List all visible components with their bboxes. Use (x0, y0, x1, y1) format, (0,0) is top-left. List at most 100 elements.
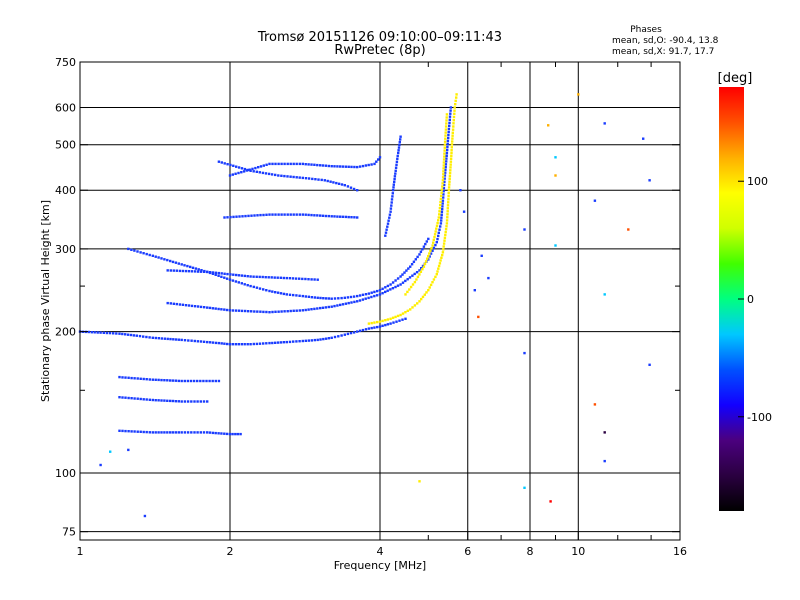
data-point (443, 174, 447, 177)
data-point (178, 269, 182, 273)
data-point (373, 162, 376, 166)
data-point (217, 379, 221, 383)
data-point (453, 112, 456, 115)
data-point (220, 272, 223, 275)
data-point (133, 397, 136, 400)
data-point (264, 276, 267, 279)
data-point (255, 286, 259, 289)
data-point (226, 272, 229, 276)
data-point (445, 160, 448, 163)
data-point (394, 172, 397, 175)
data-point (310, 296, 313, 299)
data-point (288, 340, 292, 344)
data-point (440, 188, 444, 191)
data-point (411, 283, 415, 286)
data-point (171, 399, 175, 403)
data-points (78, 93, 651, 518)
data-point (450, 143, 454, 146)
data-point (108, 331, 112, 335)
data-point (428, 252, 431, 255)
data-point (442, 245, 445, 248)
data-point (237, 309, 241, 312)
data-point (439, 225, 442, 228)
data-point (154, 399, 157, 402)
data-point (393, 175, 397, 178)
data-point (648, 363, 651, 366)
data-point (292, 175, 295, 179)
data-point (453, 106, 456, 109)
data-point (419, 270, 423, 273)
data-point (427, 289, 430, 292)
data-point (356, 216, 359, 219)
data-point (438, 210, 441, 213)
data-point (447, 201, 450, 204)
data-point (442, 193, 445, 196)
data-point (169, 431, 172, 434)
data-point (206, 340, 209, 344)
data-point (361, 164, 365, 168)
data-point (277, 213, 280, 216)
x-tick-label: 8 (527, 545, 534, 558)
data-point (190, 304, 194, 308)
data-point (432, 246, 436, 250)
data-point (423, 293, 426, 296)
data-point (295, 294, 298, 297)
data-point (256, 214, 259, 217)
data-point (295, 213, 298, 216)
data-point (313, 163, 316, 166)
data-point (310, 163, 313, 166)
data-point (341, 165, 345, 168)
data-point (99, 331, 102, 334)
data-point (160, 399, 163, 402)
data-point (387, 219, 390, 222)
data-point (419, 250, 423, 253)
data-point (190, 339, 193, 342)
data-point (223, 308, 226, 311)
data-point (418, 480, 421, 483)
data-point (193, 339, 196, 343)
data-point (473, 289, 476, 292)
data-point (401, 281, 405, 284)
y-tick-label: 300 (55, 243, 76, 256)
data-point (186, 400, 190, 403)
data-point (253, 214, 256, 217)
data-point (437, 216, 440, 219)
data-point (242, 170, 246, 173)
data-point (307, 163, 310, 166)
data-point (376, 289, 379, 293)
data-point (180, 338, 183, 342)
data-point (178, 303, 182, 306)
data-point (130, 430, 133, 433)
data-point (446, 148, 449, 152)
data-point (136, 250, 139, 253)
data-point (192, 379, 196, 383)
data-point (452, 115, 456, 119)
data-point (295, 340, 298, 343)
data-point (445, 116, 448, 119)
data-point (231, 279, 235, 282)
data-point (352, 187, 356, 191)
data-point (421, 295, 425, 299)
data-point (145, 378, 148, 381)
data-point (177, 379, 180, 383)
data-point (386, 225, 389, 228)
data-point (442, 164, 445, 167)
data-point (154, 378, 157, 381)
data-point (390, 201, 393, 204)
data-point (291, 277, 295, 280)
data-point (307, 213, 310, 217)
data-point (321, 306, 325, 309)
data-point (249, 275, 252, 278)
data-point (447, 198, 450, 201)
data-point (199, 305, 203, 309)
data-point (340, 296, 343, 300)
data-point (330, 336, 333, 339)
data-point (202, 340, 206, 343)
data-point (316, 338, 319, 342)
data-point (292, 309, 295, 312)
data-point (394, 169, 397, 172)
data-point (319, 338, 322, 341)
data-point (333, 215, 336, 218)
data-point (228, 278, 232, 281)
data-point (292, 213, 295, 216)
